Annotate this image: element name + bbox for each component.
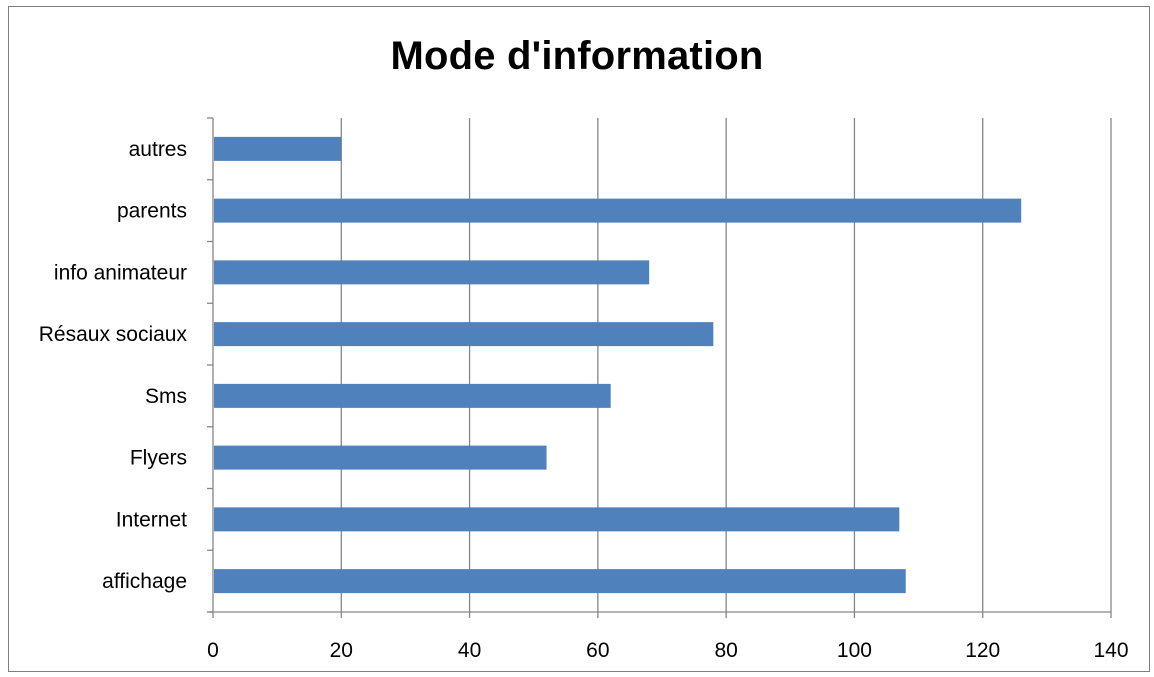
- x-tick-label: 80: [714, 639, 737, 662]
- bar: [214, 322, 714, 347]
- category-label: autres: [129, 138, 187, 161]
- x-tick-label: 100: [837, 639, 872, 662]
- category-label: Résaux sociaux: [39, 323, 188, 346]
- category-label: parents: [117, 200, 187, 223]
- bar: [214, 445, 547, 470]
- bar: [214, 136, 342, 161]
- category-label: Flyers: [130, 447, 187, 470]
- bar: [214, 569, 906, 594]
- x-tick-label: 0: [207, 639, 219, 662]
- bar: [214, 260, 650, 285]
- x-tick-label: 120: [965, 639, 1000, 662]
- category-label: Internet: [116, 508, 187, 531]
- x-tick-label: 140: [1093, 639, 1128, 662]
- bar: [214, 198, 1022, 223]
- category-label: info animateur: [54, 261, 187, 284]
- category-label: affichage: [102, 570, 187, 593]
- x-tick-label: 20: [330, 639, 353, 662]
- x-tick-label: 40: [458, 639, 481, 662]
- category-label: Sms: [145, 385, 187, 408]
- chart-title: Mode d'information: [390, 34, 764, 78]
- bar: [214, 383, 611, 408]
- bar: [214, 507, 900, 532]
- x-tick-label: 60: [586, 639, 609, 662]
